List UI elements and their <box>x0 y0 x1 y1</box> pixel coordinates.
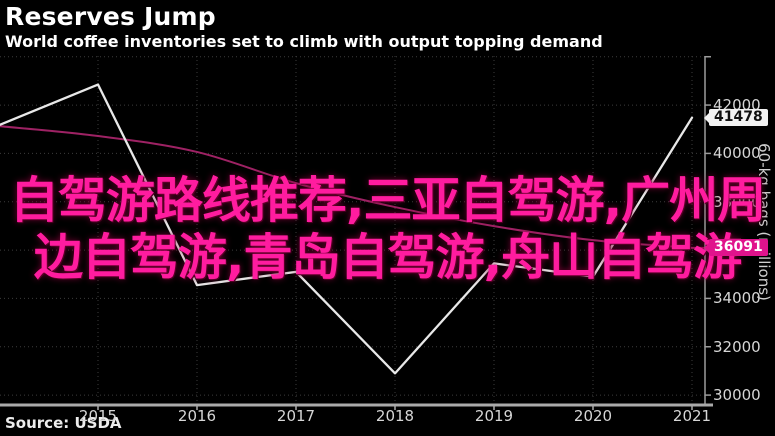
series-end-value-magenta: 36091 <box>714 239 763 256</box>
y-tick-label: 34000 <box>713 289 761 308</box>
x-tick-label: 2019 <box>474 407 514 425</box>
x-tick-label: 2020 <box>573 407 613 425</box>
chart-subtitle: World coffee inventories set to climb wi… <box>5 32 603 51</box>
y-tick-label: 38000 <box>713 192 761 211</box>
series-end-value-white: 41478 <box>714 109 763 126</box>
series-end-label-magenta: 36091 <box>704 239 768 257</box>
inventories-line <box>0 83 694 375</box>
x-tick-label: 2016 <box>177 407 217 425</box>
x-tick-label: 2018 <box>375 407 415 425</box>
y-tick-label: 40000 <box>713 144 761 163</box>
x-tick-label: 2021 <box>672 407 712 425</box>
x-tick-label: 2015 <box>78 407 118 425</box>
x-tick-label: 2017 <box>276 407 316 425</box>
y-axis-title: 60-kg bags (millions) <box>755 143 773 301</box>
source-note: Source: USDA <box>5 414 122 432</box>
y-tick-label: 30000 <box>713 386 761 405</box>
series-end-label-white: 41478 <box>704 109 768 127</box>
y-tick-label: 32000 <box>713 337 761 356</box>
page-title: Reserves Jump <box>5 2 216 31</box>
secondary-line <box>0 125 706 249</box>
